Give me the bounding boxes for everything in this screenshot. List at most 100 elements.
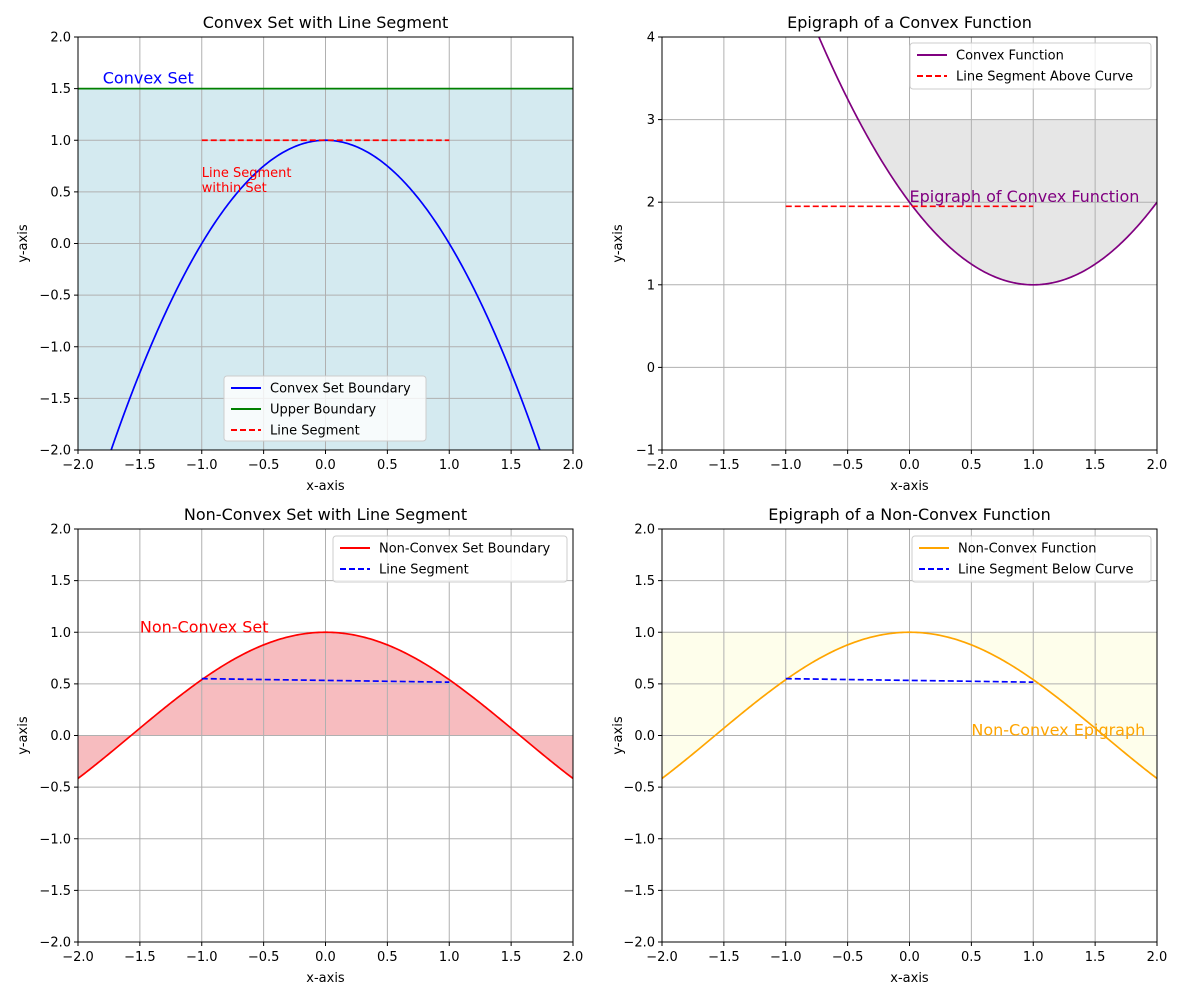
chart-title: Convex Set with Line Segment — [203, 13, 449, 32]
x-tick-label: −2.0 — [646, 458, 678, 473]
chart-panel-1: Convex Set Line Segment within Set −2.0 −1.5… — [16, 13, 584, 494]
legend: Convex Set Boundary Upper Boundary Line Se… — [223, 375, 427, 442]
x-tick-label: −1.0 — [186, 458, 218, 473]
y-tick-label: 0.5 — [50, 677, 71, 692]
legend-label: Non-Convex Function — [958, 542, 1096, 557]
x-tick-label: 0.0 — [899, 458, 920, 473]
y-tick-label: 2.0 — [634, 523, 655, 538]
legend-label: Line Segment — [270, 424, 360, 439]
y-tick-label: −1.0 — [39, 832, 71, 847]
legend: Convex Function Line Segment Above Curve — [909, 42, 1152, 90]
series-line-1 — [110, 139, 541, 450]
y-tick-label: 1.5 — [634, 574, 655, 589]
annotation-1: Non-Convex Epigraph — [971, 721, 1145, 740]
x-axis-label: x-axis — [306, 971, 345, 986]
x-tick-label: 1.0 — [1023, 950, 1044, 965]
x-tick-label: 1.0 — [439, 950, 460, 965]
y-tick-label: −1.5 — [623, 884, 655, 899]
x-tick-label: −0.5 — [248, 950, 280, 965]
y-tick-label: 0 — [647, 361, 655, 376]
legend-label: Upper Boundary — [270, 403, 376, 418]
x-tick-label: 0.0 — [899, 950, 920, 965]
y-tick-label: 0.0 — [50, 729, 71, 744]
x-tick-label: 1.0 — [439, 458, 460, 473]
y-tick-label: 0.0 — [50, 237, 71, 252]
x-tick-label: 1.5 — [501, 950, 522, 965]
x-tick-label: −1.0 — [770, 458, 802, 473]
annotation-1: Epigraph of Convex Function — [910, 187, 1140, 206]
y-tick-label: 1.0 — [634, 626, 655, 641]
chart-panel-3: Non-Convex Set −2.0 −1.5 −1.0 −0.5 0.0 0.5 1.0 1… — [16, 505, 583, 986]
y-axis-label: y-axis — [16, 224, 31, 262]
legend-label: Line Segment — [379, 563, 469, 578]
x-tick-label: −1.5 — [124, 458, 156, 473]
legend-label: Line Segment Below Curve — [958, 563, 1133, 578]
y-tick-label: 0.0 — [634, 729, 655, 744]
legend-label: Convex Set Boundary — [270, 382, 411, 397]
x-tick-label: −1.5 — [708, 950, 740, 965]
y-tick-label: −1.0 — [623, 832, 655, 847]
y-tick-label: 2.0 — [50, 523, 71, 538]
legend-box — [911, 535, 1152, 583]
y-tick-label: 0.5 — [634, 677, 655, 692]
x-tick-label: −1.0 — [186, 950, 218, 965]
legend-label: Line Segment Above Curve — [956, 70, 1133, 85]
x-tick-label: −2.0 — [646, 950, 678, 965]
legend: Non-Convex Function Line Segment Below Cu… — [911, 535, 1152, 583]
series-line-1 — [662, 631, 1157, 780]
x-tick-label: 1.0 — [1023, 458, 1044, 473]
legend-label: Convex Function — [956, 49, 1064, 64]
y-tick-label: −0.5 — [39, 289, 71, 304]
series-line-2 — [201, 677, 450, 684]
x-tick-label: 1.5 — [501, 458, 522, 473]
annotation-1: Non-Convex Set — [140, 617, 269, 636]
y-tick-label: 1 — [647, 278, 655, 293]
x-tick-label: 2.0 — [1147, 458, 1168, 473]
x-tick-label: −0.5 — [832, 950, 864, 965]
legend-label: Non-Convex Set Boundary — [379, 542, 551, 557]
x-tick-label: 0.5 — [961, 950, 982, 965]
y-tick-label: 1.0 — [50, 626, 71, 641]
x-tick-label: 1.5 — [1085, 458, 1106, 473]
y-tick-label: −1.0 — [39, 340, 71, 355]
chart-panel-4: Non-Convex Epigraph −2.0 −1.5 −1.0 −0.5 0.0 0.… — [611, 505, 1167, 986]
x-tick-label: −2.0 — [62, 950, 94, 965]
annotation-line: within Set — [202, 181, 267, 196]
y-tick-label: −1.5 — [39, 884, 71, 899]
series-line-1 — [78, 631, 573, 780]
x-tick-label: −2.0 — [62, 458, 94, 473]
x-tick-label: 2.0 — [563, 458, 584, 473]
x-tick-label: 0.5 — [377, 458, 398, 473]
x-tick-label: −0.5 — [832, 458, 864, 473]
y-axis-label: y-axis — [16, 716, 31, 754]
y-tick-label: 0.5 — [50, 185, 71, 200]
x-tick-label: −0.5 — [248, 458, 280, 473]
chart-title: Epigraph of a Convex Function — [787, 13, 1032, 32]
y-tick-label: 1.0 — [50, 134, 71, 149]
chart-panel-2: Epigraph of Convex Function −2.0 −1.5 −1.0 −… — [611, 13, 1168, 494]
y-tick-label: −0.5 — [623, 781, 655, 796]
legend-box — [909, 42, 1152, 90]
series-line-1 — [817, 37, 1157, 286]
x-tick-label: −1.5 — [708, 458, 740, 473]
y-tick-label: −1 — [636, 444, 655, 459]
x-axis-label: x-axis — [890, 479, 929, 494]
y-tick-label: −0.5 — [39, 781, 71, 796]
legend-box — [223, 375, 427, 442]
legend-box — [332, 535, 568, 583]
series-line-2 — [785, 677, 1034, 684]
y-tick-label: −2.0 — [623, 936, 655, 951]
y-tick-label: 4 — [647, 31, 655, 46]
x-axis-label: x-axis — [306, 479, 345, 494]
y-tick-label: 2.0 — [50, 31, 71, 46]
annotation-1: Convex Set — [103, 68, 194, 87]
x-tick-label: 0.5 — [961, 458, 982, 473]
x-tick-label: −1.5 — [124, 950, 156, 965]
legend: Non-Convex Set Boundary Line Segment — [332, 535, 568, 583]
x-axis-label: x-axis — [890, 971, 929, 986]
y-tick-label: 1.5 — [50, 574, 71, 589]
x-tick-label: 2.0 — [563, 950, 584, 965]
chart-title: Non-Convex Set with Line Segment — [184, 505, 467, 524]
